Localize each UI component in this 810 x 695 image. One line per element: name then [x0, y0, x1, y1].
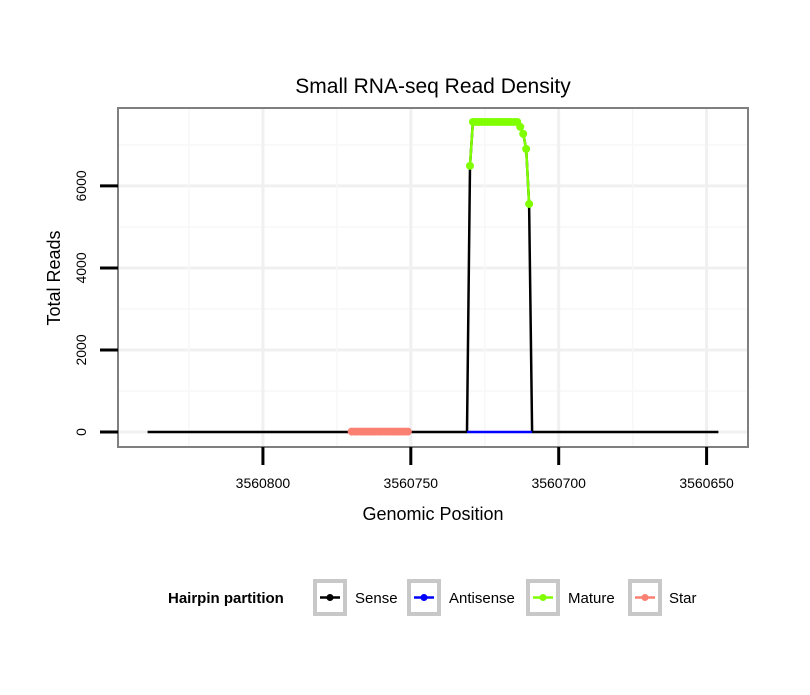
- x-tick-label: 3560700: [531, 475, 586, 491]
- legend-label-mature: Mature: [568, 590, 615, 607]
- plot-panel: [118, 108, 748, 447]
- y-axis-label: Total Reads: [44, 230, 64, 325]
- legend-label-antisense: Antisense: [449, 590, 515, 607]
- x-tick-label: 3560650: [679, 475, 734, 491]
- y-tick-label: 6000: [73, 170, 89, 201]
- legend: Hairpin partition Sense Antisense Mature St…: [168, 579, 697, 616]
- x-axis-label: Genomic Position: [362, 504, 503, 524]
- axes: 3560800 3560750 3560700 3560650 0 2000 4000 600…: [73, 170, 734, 491]
- mature-point: [522, 145, 531, 154]
- mature-point: [516, 122, 525, 131]
- y-tick-label: 4000: [73, 252, 89, 283]
- mature-point: [525, 199, 534, 208]
- legend-label-star: Star: [669, 590, 697, 607]
- chart-title: Small RNA-seq Read Density: [295, 75, 571, 98]
- y-tick-label: 2000: [73, 334, 89, 365]
- legend-label-sense: Sense: [355, 590, 398, 607]
- x-tick-label: 3560800: [236, 475, 291, 491]
- legend-title: Hairpin partition: [168, 590, 284, 607]
- gridlines: [118, 108, 748, 447]
- star-point: [403, 427, 412, 436]
- x-tick-label: 3560750: [384, 475, 439, 491]
- legend-point-mature: [539, 594, 547, 601]
- legend-point-sense: [326, 594, 334, 601]
- mature-point: [465, 161, 474, 170]
- series-layer: [147, 117, 719, 436]
- mature-point: [519, 129, 528, 138]
- legend-point-star: [641, 594, 649, 601]
- y-tick-label: 0: [73, 428, 89, 436]
- legend-point-antisense: [420, 594, 428, 601]
- panel-border: [117, 107, 749, 448]
